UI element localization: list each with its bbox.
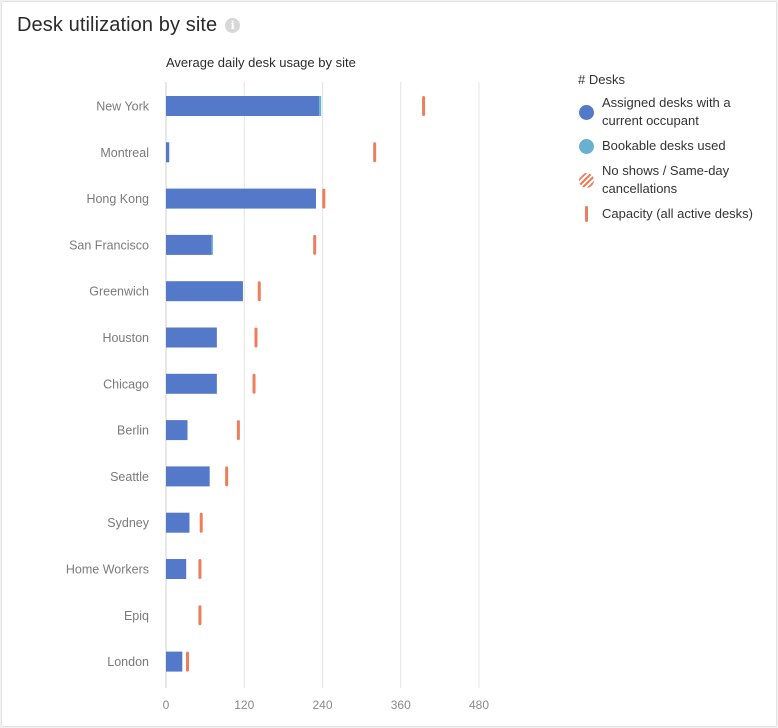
x-tick-label: 0 (163, 698, 170, 712)
y-tick-label: Epiq (124, 609, 149, 623)
x-tick-label: 120 (234, 698, 254, 712)
x-tick-label: 360 (391, 698, 411, 712)
y-tick-label: London (107, 655, 149, 669)
y-tick-label: Sydney (107, 516, 149, 530)
legend-item-bookable[interactable]: Bookable desks used (578, 137, 768, 155)
capacity-marker[interactable] (322, 188, 326, 209)
legend-swatch-bookable (578, 138, 594, 154)
legend-label-assigned: Assigned desks with a current occupant (602, 95, 731, 128)
bar-segment-assigned[interactable] (166, 651, 183, 672)
capacity-marker[interactable] (422, 96, 426, 116)
bar-segment-assigned[interactable] (166, 466, 210, 487)
legend-label-bookable: Bookable desks used (602, 138, 726, 153)
bar-segment-assigned[interactable] (166, 281, 243, 302)
bar-segment-bookable[interactable] (211, 234, 213, 255)
capacity-marker[interactable] (252, 373, 256, 394)
legend-item-no-shows[interactable]: No shows / Same-day cancellations (578, 162, 768, 198)
legend-label-no-shows: No shows / Same-day cancellations (602, 163, 730, 196)
bar-segment-assigned[interactable] (166, 142, 170, 163)
legend-swatch-capacity (584, 206, 588, 222)
capacity-marker[interactable] (199, 512, 203, 533)
y-tick-label: Seattle (110, 470, 149, 484)
x-tick-label: 480 (469, 698, 489, 712)
capacity-marker[interactable] (198, 605, 202, 626)
legend-item-capacity[interactable]: Capacity (all active desks) (578, 205, 768, 223)
bar-segment-assigned[interactable] (166, 559, 187, 579)
bar-segment-assigned[interactable] (166, 96, 320, 116)
legend-swatch-no-shows (578, 172, 594, 188)
bar-segment-assigned[interactable] (166, 188, 316, 209)
y-tick-label: New York (96, 100, 150, 114)
x-tick-label: 240 (312, 698, 332, 712)
y-tick-label: Hong Kong (86, 192, 149, 206)
y-tick-label: Montreal (100, 146, 149, 160)
legend-swatch-assigned (578, 104, 594, 120)
capacity-marker[interactable] (373, 142, 377, 163)
y-tick-label: San Francisco (69, 238, 149, 252)
bar-segment-assigned[interactable] (166, 512, 190, 533)
legend-label-capacity: Capacity (all active desks) (602, 206, 753, 221)
y-tick-label: Berlin (117, 424, 149, 438)
capacity-marker[interactable] (186, 651, 190, 672)
bar-segment-assigned[interactable] (166, 327, 217, 348)
legend-title: # Desks (578, 72, 625, 87)
legend: # Desks Assigned desks with a current oc… (578, 72, 768, 230)
title-row: Desk utilization by site i (17, 14, 241, 37)
bar-segment-assigned[interactable] (166, 420, 188, 441)
info-icon[interactable]: i (225, 18, 241, 33)
y-tick-label: Houston (102, 331, 149, 345)
card-title: Desk utilization by site (17, 14, 218, 36)
y-tick-label: Home Workers (66, 563, 149, 577)
y-tick-label: Greenwich (89, 285, 149, 299)
y-tick-label: Chicago (103, 377, 149, 391)
chart-subtitle: Average daily desk usage by site (166, 55, 356, 70)
capacity-marker[interactable] (313, 234, 317, 255)
capacity-marker[interactable] (198, 559, 202, 579)
capacity-marker[interactable] (236, 420, 240, 441)
legend-item-assigned[interactable]: Assigned desks with a current occupant (578, 94, 768, 130)
bar-segment-assigned[interactable] (166, 234, 212, 255)
capacity-marker[interactable] (225, 466, 229, 487)
capacity-marker[interactable] (254, 327, 258, 348)
bar-segment-assigned[interactable] (166, 373, 217, 394)
capacity-marker[interactable] (257, 281, 261, 302)
bar-segment-bookable[interactable] (319, 96, 322, 116)
